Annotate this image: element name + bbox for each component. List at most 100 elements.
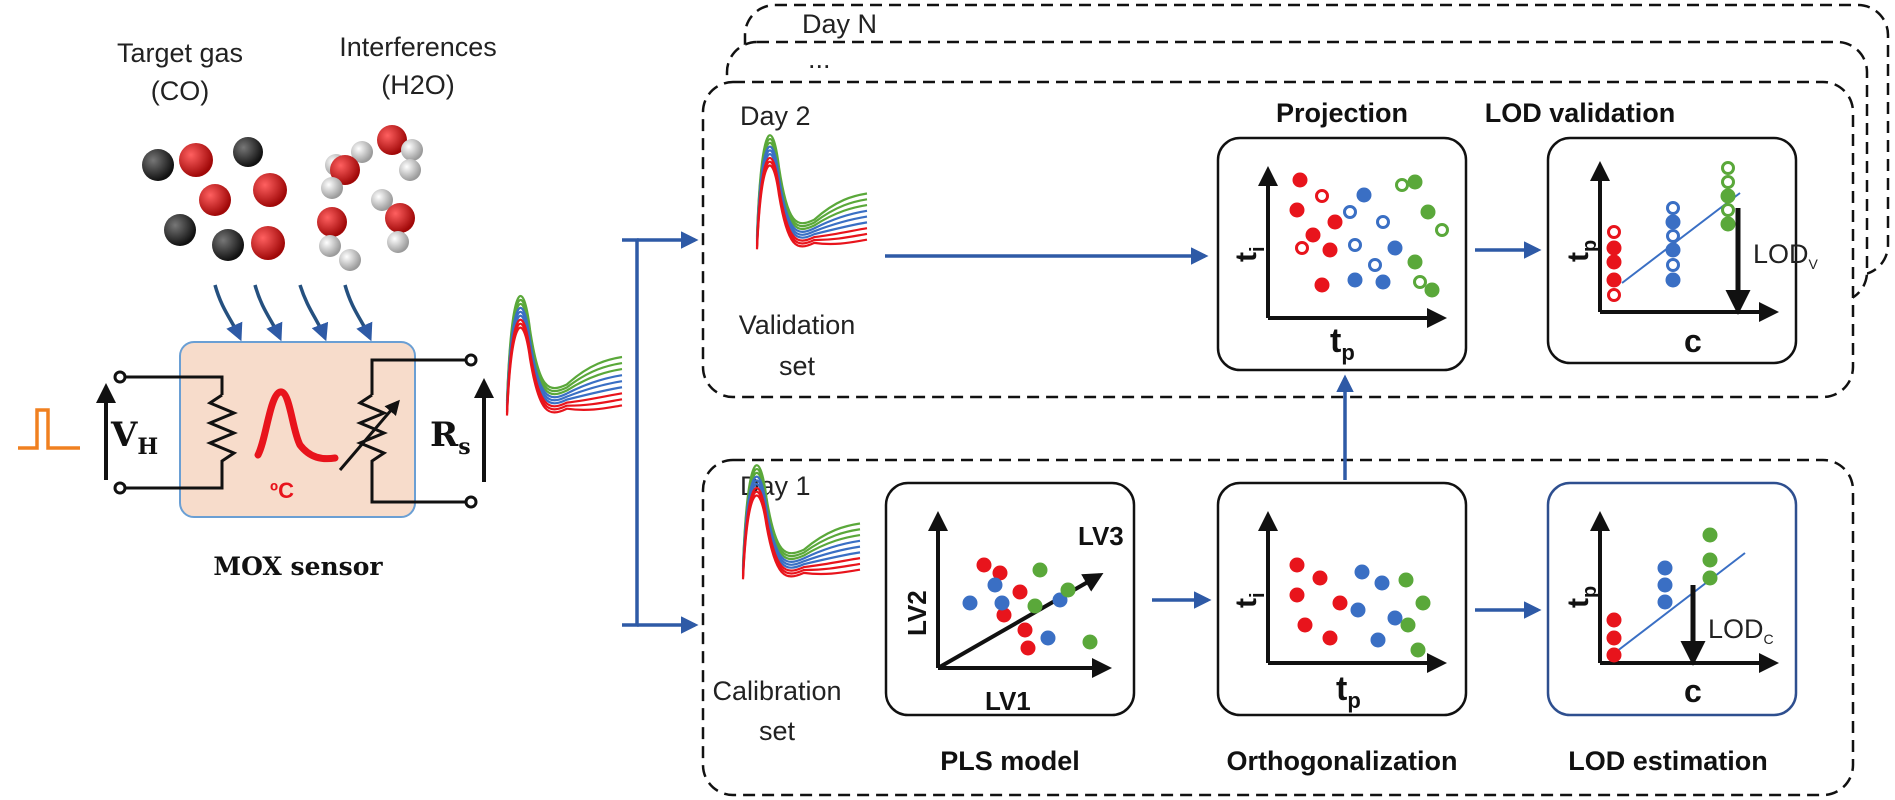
target-gas-line1: Target gas [117,38,243,68]
interferences-line2: (H2O) [381,70,455,100]
calibration-point [1387,240,1403,256]
pls-lv3-label: LV3 [1078,521,1124,551]
calibration-point [1350,602,1366,618]
validation-point [1413,275,1427,289]
calibration-point [1407,174,1423,190]
validation-point [1666,229,1680,243]
calibration-point [1052,592,1068,608]
validation-point [1721,161,1735,175]
calibration-point [1370,632,1386,648]
calibration-point [1027,598,1043,614]
orthogonalization-title: Orthogonalization [1227,746,1458,776]
calibration-point [1657,594,1673,610]
calibration-point [1017,622,1033,638]
validation-point [1295,241,1309,255]
calibration-point [1606,254,1622,270]
calibration-point [1060,582,1076,598]
calibration-point [1354,564,1370,580]
calibration-point [1012,584,1028,600]
co-molecule-icon [164,184,231,246]
h2o-molecules [317,125,423,271]
calibration-point [1289,557,1305,573]
lod-v-label: LODV [1753,239,1819,272]
calibration-point [1292,172,1308,188]
calibration-point [1415,595,1431,611]
projection-points [1289,172,1449,298]
calibration-point [1305,227,1321,243]
pls-points [962,557,1098,656]
calibration-point [1289,202,1305,218]
split-arrow [622,231,699,634]
pls-model-title: PLS model [940,746,1080,776]
calibration-point [996,607,1012,623]
validation-point [1376,215,1390,229]
calibration-point [1606,630,1622,646]
calibration-point [1702,570,1718,586]
temperature-peak [254,388,339,463]
projection-panel [1216,136,1468,372]
h2o-molecule-icon [317,207,361,271]
validation-point [1607,225,1621,239]
validation-point [1343,205,1357,219]
day-ellipsis-label: ... [808,44,831,74]
calibration-point [1420,204,1436,220]
calibration-point [1657,560,1673,576]
validation-point [1315,189,1329,203]
h2o-molecule-icon [321,141,373,199]
calibration-point [1347,272,1363,288]
target-gas-line2: (CO) [151,76,209,106]
response-curve [755,164,868,250]
calibration-point [1322,630,1338,646]
validation-set-line2: set [779,351,816,381]
gas-flow-arrows [213,284,373,342]
pls-model-panel [884,481,1136,717]
interferences-line1: Interferences [339,32,497,62]
co-molecule-icon [142,143,213,181]
calibration-point [1606,647,1622,663]
calibration-point [1424,282,1440,298]
calibration-point [1720,188,1736,204]
validation-point [1368,258,1382,272]
calibration-point [1702,527,1718,543]
validation-set-line1: Validation [739,310,856,340]
calibration-point [992,565,1008,581]
calibration-point [1032,562,1048,578]
lod-estimation-title: LOD estimation [1568,746,1768,776]
validation-curves [755,134,868,250]
calibration-point [1657,577,1673,593]
response-curve [505,326,623,416]
lod-c-label: LODC [1708,614,1774,647]
calibration-point [1375,274,1391,290]
orthogonalization-points [1289,557,1431,658]
validation-point [1395,178,1409,192]
co-molecules [142,137,287,261]
temperature-unit: ºC [270,478,294,503]
lod-validation-points [1606,161,1736,302]
target-gas-label: Target gas (CO) [117,38,243,106]
calibration-point [1332,595,1348,611]
calibration-point [1040,630,1056,646]
sensing-resistor [338,353,478,509]
calibration-point [1020,640,1036,656]
lod-validation-title: LOD validation [1485,98,1676,128]
co-molecule-icon [212,226,285,261]
calibration-point [1374,575,1390,591]
calibration-point [1082,634,1098,650]
orthogonalization-y-axis-label: ti [1230,592,1269,608]
pls-lv1-label: LV1 [985,686,1031,716]
calibration-point [1407,254,1423,270]
projection-title: Projection [1276,98,1408,128]
day-n-label: Day N [802,9,877,39]
validation-point [1435,223,1449,237]
projection-x-axis-label: tp [1330,322,1355,365]
calibration-point [1400,617,1416,633]
calibration-point [1410,642,1426,658]
calibration-point [962,595,978,611]
calibration-point [1665,242,1681,258]
calibration-point [1702,552,1718,568]
rs-label: Rs [430,415,471,460]
validation-point [1666,201,1680,215]
calibration-point [1606,272,1622,288]
interferences-label: Interferences (H2O) [339,32,497,100]
orthogonalization-x-axis-label: tp [1336,670,1361,713]
